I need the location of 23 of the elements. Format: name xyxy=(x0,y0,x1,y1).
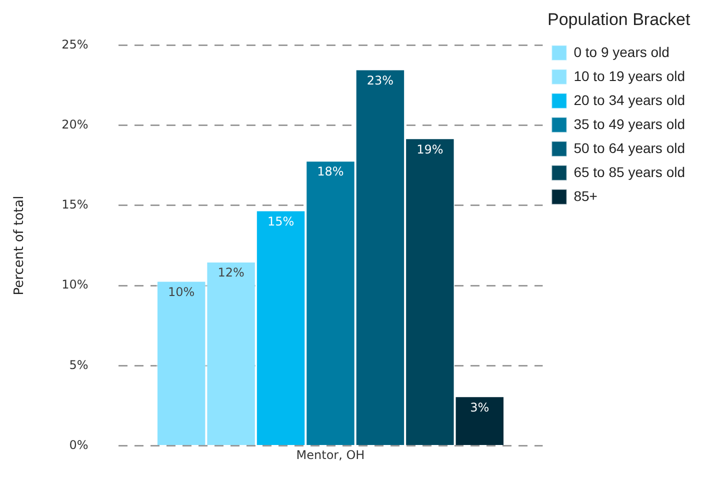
y-tick-label: 20% xyxy=(62,117,88,132)
data-label: 23% xyxy=(366,73,394,88)
data-label: 10% xyxy=(168,284,195,299)
legend-title: Population Bracket xyxy=(548,10,690,30)
data-label: 15% xyxy=(267,214,294,228)
legend-label: 0 to 9 years old xyxy=(574,44,670,60)
y-axis-title: Percent of total xyxy=(12,196,28,296)
y-tick-label: 5% xyxy=(69,358,88,372)
x-tick-label: Mentor, OH xyxy=(296,448,365,462)
data-label: 19% xyxy=(416,142,444,156)
legend-label: 20 to 34 years old xyxy=(574,92,685,108)
y-tick-label: 15% xyxy=(62,198,88,212)
y-tick-label: 0% xyxy=(69,438,88,452)
data-label: 12% xyxy=(218,266,244,280)
y-tick-label: 25% xyxy=(62,37,88,52)
legend-label: 10 to 19 years old xyxy=(574,68,685,84)
legend-label: 50 to 64 years old xyxy=(574,140,685,156)
legend-label: 85+ xyxy=(574,188,598,204)
legend-label: 35 to 49 years old xyxy=(574,116,685,132)
data-label: 18% xyxy=(317,164,344,179)
legend-label: 65 to 85 years old xyxy=(574,164,685,180)
data-label: 3% xyxy=(470,400,490,414)
y-tick-label: 10% xyxy=(62,278,88,292)
